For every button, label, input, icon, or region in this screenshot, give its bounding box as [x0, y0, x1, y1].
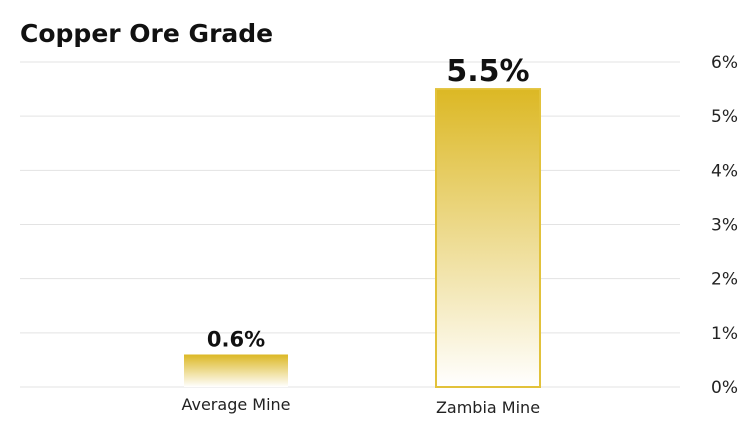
x-tick-label: Zambia Mine [436, 398, 540, 417]
bar-average-mine [184, 354, 288, 387]
y-tick-label: 5% [711, 107, 738, 127]
y-tick-label: 3% [711, 216, 738, 236]
y-tick-label: 4% [711, 161, 738, 181]
data-label: 5.5% [446, 54, 529, 89]
y-tick-label: 6% [711, 53, 738, 73]
y-tick-label: 0% [711, 378, 738, 398]
data-label: 0.6% [207, 328, 265, 352]
y-tick-label: 1% [711, 324, 738, 344]
chart-title: Copper Ore Grade [20, 19, 273, 48]
x-tick-label: Average Mine [181, 395, 290, 414]
bar-zambia-mine [435, 88, 541, 388]
y-tick-label: 2% [711, 270, 738, 290]
